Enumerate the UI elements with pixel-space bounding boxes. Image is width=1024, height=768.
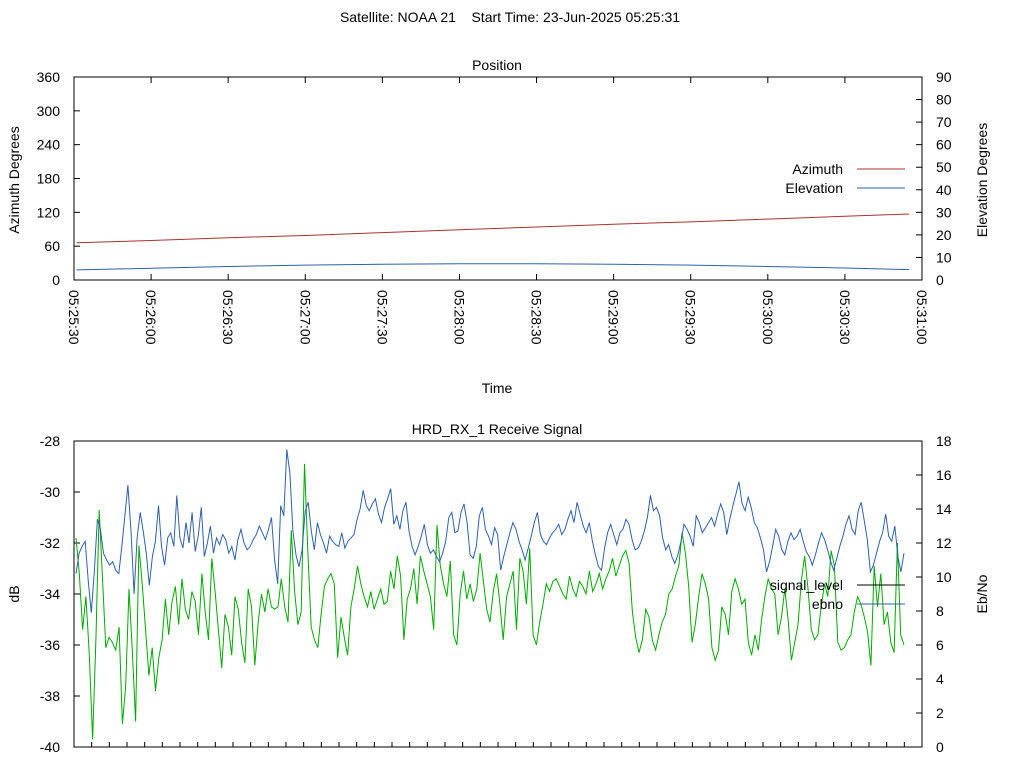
series-line-azimuth [76,213,910,244]
y2-tick-label: 70 [936,114,952,130]
y-tick-label: 180 [37,171,61,187]
x-tick-label: 05:28:00 [451,290,467,345]
y2-tick-label: 30 [936,204,952,220]
x-tick-label: 05:27:00 [297,290,313,345]
signal-chart: HRD_RX_1 Receive Signal dB Eb/No -40-38-… [6,421,990,755]
y-tick-label: -34 [40,586,60,602]
signal-series [75,449,905,740]
y2-tick-label: 10 [936,249,952,265]
y2-tick-label: 18 [936,433,952,449]
y-tick-label: 240 [37,137,61,153]
y2-tick-label: 4 [936,671,944,687]
position-x-axis-label: Time [482,380,513,396]
x-tick-label: 05:26:30 [220,290,236,345]
series-line-signal-level [75,463,905,740]
legend-label-ebno: ebno [812,596,843,612]
x-tick-label: 05:31:00 [914,290,930,345]
y-tick-label: -36 [40,637,60,653]
position-series [76,213,910,271]
x-tick-label: 05:26:00 [143,290,159,345]
y2-tick-label: 16 [936,467,952,483]
y2-tick-label: 6 [936,637,944,653]
y-tick-label: 60 [44,238,60,254]
y-tick-label: 360 [37,69,61,85]
position-y-axis-label: Azimuth Degrees [6,126,22,233]
x-tick-label: 05:27:30 [374,290,390,345]
legend-label-elevation: Elevation [785,180,843,196]
signal-legend: signal_level ebno [770,577,905,612]
y-tick-label: -32 [40,535,60,551]
y2-tick-label: 20 [936,227,952,243]
signal-y2-axis-label: Eb/No [974,574,990,613]
y2-tick-label: 0 [936,272,944,288]
signal-chart-title: HRD_RX_1 Receive Signal [412,421,582,437]
legend-label-signal-level: signal_level [770,577,843,593]
x-tick-label: 05:30:30 [837,290,853,345]
x-tick-label: 05:28:30 [529,290,545,345]
page-title: Satellite: NOAA 21 Start Time: 23-Jun-20… [340,9,680,25]
y-tick-label: 120 [37,204,61,220]
y2-tick-label: 12 [936,535,952,551]
y2-tick-label: 2 [936,705,944,721]
y2-tick-label: 60 [936,137,952,153]
y-tick-label: -30 [40,484,60,500]
y2-tick-label: 10 [936,569,952,585]
y2-tick-label: 40 [936,182,952,198]
signal-y-axis-label: dB [6,585,22,602]
position-legend: Azimuth Elevation [785,161,905,196]
position-chart: Position Azimuth Degrees Elevation Degre… [6,57,990,396]
signal-axis-ticks: -40 -38 -36 -34 -32 -30 -28 0 2 4 6 8 10 12 14 16 18 [40,433,952,755]
y-tick-label: -28 [40,433,60,449]
y-tick-label: 0 [52,272,60,288]
x-tick-label: 05:29:00 [606,290,622,345]
y-tick-label: -38 [40,688,60,704]
y2-tick-label: 80 [936,92,952,108]
y2-tick-label: 8 [936,603,944,619]
x-tick-label: 05:25:30 [66,290,82,345]
y2-tick-label: 50 [936,159,952,175]
legend-label-azimuth: Azimuth [792,161,843,177]
position-y2-axis-label: Elevation Degrees [974,123,990,237]
y-tick-label: 300 [37,103,61,119]
y2-tick-label: 90 [936,69,952,85]
x-tick-label: 05:29:30 [683,290,699,345]
series-line-elevation [76,263,910,271]
y2-tick-label: 14 [936,501,952,517]
position-chart-title: Position [472,57,522,73]
x-tick-label: 05:30:00 [760,290,776,345]
position-axis-ticks: 0 60 120 180 240 300 360 0 10 20 30 40 50 60 70 80 90 05:… [37,69,952,345]
series-line-ebno [75,449,905,613]
y2-tick-label: 0 [936,739,944,755]
y-tick-label: -40 [40,739,60,755]
